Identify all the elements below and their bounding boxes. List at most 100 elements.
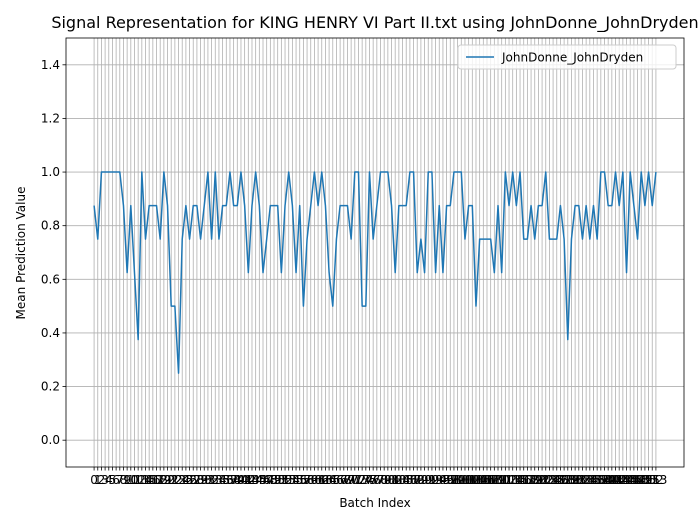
x-tick-label: 56	[292, 473, 307, 487]
x-tick-label: 13	[134, 473, 149, 487]
x-tick-label: 22	[167, 473, 182, 487]
x-tick-label: 32	[204, 473, 219, 487]
x-tick-label: 140	[597, 473, 620, 487]
x-tick-label: 50	[270, 473, 285, 487]
x-tick-label: 118	[516, 473, 539, 487]
x-tick-label: 24	[175, 473, 190, 487]
y-axis-label: Mean Prediction Value	[14, 187, 28, 320]
x-tick-label: 138	[589, 473, 612, 487]
x-tick-label: 124	[538, 473, 561, 487]
x-tick-label: 106	[472, 473, 495, 487]
x-tick-label: 148	[626, 473, 649, 487]
x-tick-label: 84	[395, 473, 410, 487]
data-line	[93, 171, 657, 374]
x-tick-label: 27	[186, 473, 201, 487]
x-tick-label: 36	[219, 473, 234, 487]
x-tick-label: 78	[373, 473, 388, 487]
x-tick-label: 8	[120, 473, 128, 487]
x-tick-label: 91	[421, 473, 436, 487]
x-tick-label: 26	[182, 473, 197, 487]
x-tick-label: 15	[142, 473, 157, 487]
x-tick-label: 117	[512, 473, 535, 487]
x-tick-label: 130	[560, 473, 583, 487]
x-tick-label: 108	[479, 473, 502, 487]
x-tick-label: 60	[307, 473, 322, 487]
x-tick-label: 4	[105, 473, 113, 487]
x-tick-label: 122	[531, 473, 554, 487]
x-tick-label: 35	[215, 473, 230, 487]
x-tick-label: 54	[285, 473, 300, 487]
x-tick-label: 79	[377, 473, 392, 487]
x-tick-label: 46	[255, 473, 270, 487]
x-tick-label: 16	[145, 473, 160, 487]
x-tick-label: 149	[630, 473, 653, 487]
x-tick-label: 107	[476, 473, 499, 487]
y-tick-label: 0.6	[41, 272, 60, 286]
x-tick-label: 0	[90, 473, 98, 487]
x-tick-label: 51	[274, 473, 289, 487]
x-tick-label: 64	[321, 473, 336, 487]
x-tick-label: 142	[604, 473, 627, 487]
legend-label: JohnDonne_JohnDryden	[501, 51, 643, 65]
x-tick-label: 7	[116, 473, 124, 487]
x-tick-label: 12	[131, 473, 146, 487]
x-tick-label: 119	[520, 473, 543, 487]
x-tick-label: 109	[483, 473, 506, 487]
x-tick-label: 110	[487, 473, 510, 487]
x-tick-label: 87	[406, 473, 421, 487]
x-tick-label: 3	[101, 473, 109, 487]
x-tick-label: 18	[153, 473, 168, 487]
x-tick-label: 1	[94, 473, 102, 487]
chart-title: Signal Representation for KING HENRY VI …	[51, 13, 698, 33]
x-tick-label: 49	[266, 473, 281, 487]
x-axis-label: Batch Index	[339, 496, 410, 510]
x-tick-label: 121	[527, 473, 550, 487]
x-tick-label: 134	[575, 473, 598, 487]
x-tick-label: 97	[443, 473, 458, 487]
legend-box	[457, 44, 677, 70]
x-tick-label: 135	[578, 473, 601, 487]
x-tick-label: 120	[523, 473, 546, 487]
x-tick-label: 59	[303, 473, 318, 487]
x-tick-label: 127	[549, 473, 572, 487]
x-tick-label: 104	[465, 473, 488, 487]
x-tick-label: 67	[332, 473, 347, 487]
x-tick-label: 41	[237, 473, 252, 487]
x-tick-label: 93	[428, 473, 443, 487]
x-tick-label: 29	[193, 473, 208, 487]
x-tick-label: 144	[611, 473, 634, 487]
x-tick-label: 75	[362, 473, 377, 487]
x-tick-label: 17	[149, 473, 164, 487]
x-tick-label: 99	[450, 473, 465, 487]
x-tick-label: 14	[138, 473, 153, 487]
x-tick-label: 141	[600, 473, 623, 487]
x-tick-label: 61	[310, 473, 325, 487]
x-tick-label: 102	[457, 473, 480, 487]
x-tick-label: 28	[189, 473, 204, 487]
x-tick-label: 82	[388, 473, 403, 487]
x-tick-label: 146	[619, 473, 642, 487]
x-tick-label: 96	[439, 473, 454, 487]
x-tick-label: 133	[571, 473, 594, 487]
x-tick-label: 81	[384, 473, 399, 487]
x-tick-label: 131	[564, 473, 587, 487]
x-tick-label: 132	[567, 473, 590, 487]
x-tick-label: 94	[432, 473, 447, 487]
y-tick-label: 0.0	[41, 433, 60, 447]
x-tick-label: 98	[446, 473, 461, 487]
y-tick-label: 0.8	[41, 219, 60, 233]
x-tick-label: 74	[358, 473, 373, 487]
x-tick-label: 53	[281, 473, 296, 487]
x-tick-label: 52	[277, 473, 292, 487]
x-tick-label: 47	[259, 473, 274, 487]
x-tick-label: 151	[637, 473, 660, 487]
y-tick-label: 1.2	[41, 111, 60, 125]
x-tick-label: 112	[494, 473, 517, 487]
x-tick-label: 114	[501, 473, 524, 487]
x-tick-label: 31	[200, 473, 215, 487]
x-tick-label: 62	[314, 473, 329, 487]
x-tick-label: 71	[347, 473, 362, 487]
x-tick-label: 19	[156, 473, 171, 487]
x-tick-label: 88	[410, 473, 425, 487]
